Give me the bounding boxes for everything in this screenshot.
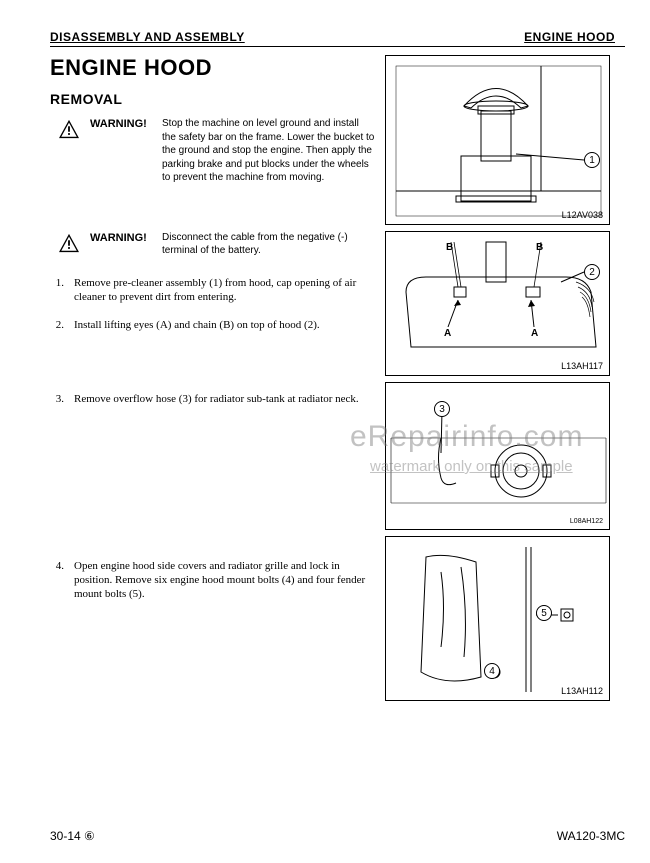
page-title: ENGINE HOOD: [50, 55, 375, 81]
figure-label: L08AH122: [570, 518, 603, 525]
warning-text: Disconnect the cable from the negative (…: [162, 231, 375, 258]
figure-letter: B: [446, 242, 453, 253]
footer-model: WA120-3MC: [557, 829, 625, 843]
warning-block: WARNING! Stop the machine on level groun…: [50, 117, 375, 185]
step-text: Remove overflow hose (3) for radiator su…: [74, 392, 375, 406]
step-text: Open engine hood side covers and radiato…: [74, 559, 375, 602]
content-columns: ENGINE HOOD REMOVAL WARNING! Stop the ma…: [50, 55, 625, 701]
step-item: 1. Remove pre-cleaner assembly (1) from …: [50, 276, 375, 305]
step-number: 2.: [50, 318, 64, 332]
callout-circle: 3: [434, 401, 450, 417]
text-column: ENGINE HOOD REMOVAL WARNING! Stop the ma…: [50, 55, 375, 701]
step-text: Install lifting eyes (A) and chain (B) o…: [74, 318, 375, 332]
figure-label: L13AH112: [561, 686, 603, 696]
warning-icon: [58, 119, 80, 139]
figure-label: L13AH117: [561, 361, 603, 371]
figure: 1 L12AV038: [385, 55, 610, 225]
callout-circle: 1: [584, 152, 600, 168]
figure-illustration: [386, 232, 611, 377]
page-footer: 30-14 ⑥ WA120-3MC: [50, 829, 625, 843]
step-item: 3. Remove overflow hose (3) for radiator…: [50, 392, 375, 406]
figure-illustration: [386, 537, 611, 702]
figure: 3 L08AH122: [385, 382, 610, 530]
callout-circle: 2: [584, 264, 600, 280]
step-number: 4.: [50, 559, 64, 602]
warning-label: WARNING!: [90, 231, 152, 244]
callout-circle: 4: [484, 663, 500, 679]
figure-column: 1 L12AV038: [385, 55, 620, 701]
footer-page-number: 30-14 ⑥: [50, 829, 95, 843]
warning-block: WARNING! Disconnect the cable from the n…: [50, 231, 375, 258]
page-header: DISASSEMBLY AND ASSEMBLY ENGINE HOOD: [50, 30, 625, 47]
header-section-title: DISASSEMBLY AND ASSEMBLY: [50, 30, 245, 44]
header-topic-title: ENGINE HOOD: [524, 30, 615, 44]
figure-letter: A: [444, 328, 451, 339]
step-number: 1.: [50, 276, 64, 305]
figure: 4 5 L13AH112: [385, 536, 610, 701]
figure-illustration: [386, 383, 611, 531]
step-item: 4. Open engine hood side covers and radi…: [50, 559, 375, 602]
step-text: Remove pre-cleaner assembly (1) from hoo…: [74, 276, 375, 305]
step-number: 3.: [50, 392, 64, 406]
callout-circle: 5: [536, 605, 552, 621]
figure-letter: A: [531, 328, 538, 339]
warning-icon: [58, 233, 80, 253]
warning-text: Stop the machine on level ground and ins…: [162, 117, 375, 185]
section-subtitle: REMOVAL: [50, 91, 375, 107]
figure-illustration: [386, 56, 611, 226]
warning-label: WARNING!: [90, 117, 152, 130]
figure-letter: B: [536, 242, 543, 253]
step-item: 2. Install lifting eyes (A) and chain (B…: [50, 318, 375, 332]
figure: 2 B B A A L13AH117: [385, 231, 610, 376]
figure-label: L12AV038: [562, 210, 603, 220]
